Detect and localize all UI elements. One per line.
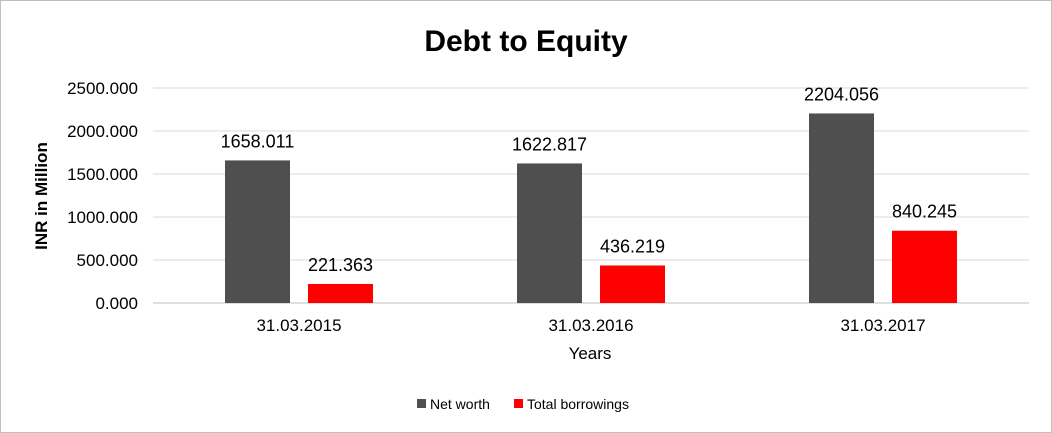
- x-tick-label: 31.03.2016: [548, 316, 633, 335]
- data-label: 2204.056: [804, 84, 879, 104]
- x-tick-labels: 31.03.2015 31.03.2016 31.03.2017: [256, 316, 925, 335]
- y-axis-title: INR in Million: [32, 142, 51, 250]
- data-label: 840.245: [892, 202, 957, 222]
- bar-net-worth: [517, 163, 582, 303]
- y-tick-label: 2000.000: [67, 122, 138, 141]
- legend-item: Total borrowings: [514, 396, 629, 412]
- x-tick-label: 31.03.2015: [256, 316, 341, 335]
- legend-label: Total borrowings: [527, 396, 629, 412]
- data-label: 221.363: [308, 255, 373, 275]
- legend-swatch: [514, 399, 523, 408]
- data-label: 1658.011: [221, 131, 295, 151]
- bar-net-worth: [225, 160, 290, 303]
- bar-net-worth: [809, 113, 874, 303]
- y-tick-label: 500.000: [77, 251, 138, 270]
- y-tick-labels: 0.000 500.000 1000.000 1500.000 2000.000 2500…: [67, 79, 138, 313]
- bar-total-borrowings: [308, 283, 373, 303]
- y-tick-label: 1000.000: [67, 208, 138, 227]
- legend: Net worth Total borrowings: [417, 396, 629, 412]
- bar-total-borrowings: [892, 230, 957, 303]
- legend-swatch: [417, 399, 426, 408]
- gridlines: [153, 87, 1029, 304]
- data-label: 436.219: [600, 236, 665, 256]
- bars: [225, 113, 957, 303]
- data-label: 1622.817: [512, 134, 587, 154]
- legend-item: Net worth: [417, 396, 490, 412]
- y-tick-label: 0.000: [95, 294, 138, 313]
- bar-total-borrowings: [600, 265, 665, 303]
- x-tick-label: 31.03.2017: [840, 316, 925, 335]
- x-axis-title: Years: [569, 344, 612, 363]
- y-tick-label: 1500.000: [67, 165, 138, 184]
- y-tick-label: 2500.000: [67, 79, 138, 98]
- data-labels: 1658.011 221.363 1622.817 436.219 2204.056 84…: [221, 84, 957, 275]
- legend-label: Net worth: [430, 396, 490, 412]
- chart-title: Debt to Equity: [424, 25, 628, 58]
